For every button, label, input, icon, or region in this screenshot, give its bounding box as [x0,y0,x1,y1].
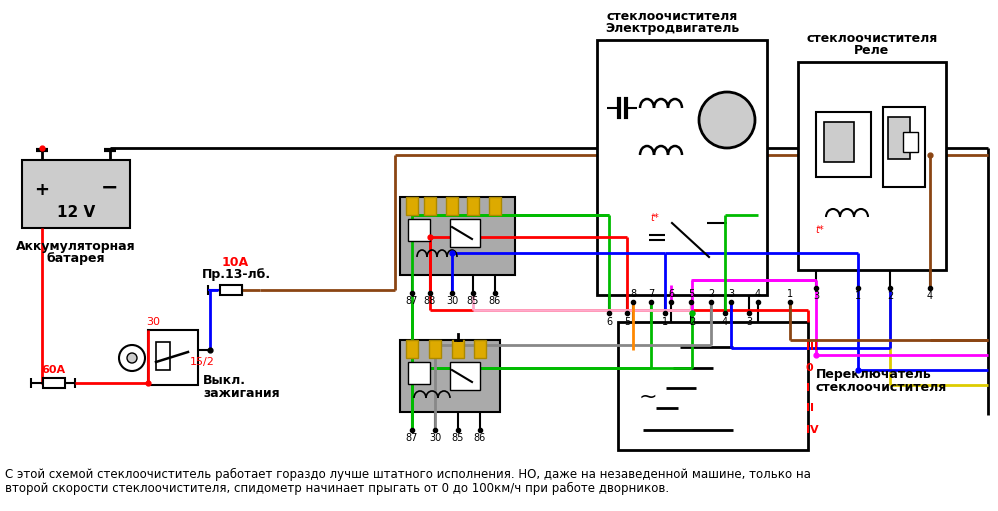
Text: t*: t* [815,225,824,235]
Text: стеклоочистителя: стеклоочистителя [816,381,947,393]
Text: 5: 5 [688,289,695,299]
Text: −: − [101,178,119,198]
Bar [408,219,430,241]
Circle shape [699,92,755,148]
Text: I: I [806,383,810,393]
Text: 60А: 60А [41,365,65,375]
Bar [450,362,480,390]
Text: III: III [806,342,818,352]
Text: 12 V: 12 V [57,204,95,220]
Text: 3: 3 [728,289,735,299]
Text: 30: 30 [429,433,441,443]
Bar [798,62,946,270]
Text: Выкл.: Выкл. [203,374,246,386]
Bar [424,197,436,215]
Text: зажигания: зажигания [203,386,279,400]
Bar [22,160,130,228]
Text: С этой схемой стеклоочиститель работает гораздо лучше штатного исполнения. НО, д: С этой схемой стеклоочиститель работает … [5,468,810,481]
Bar [489,197,501,215]
Text: второй скорости стеклоочистителя, спидометр начинает прыгать от 0 до 100км/ч при: второй скорости стеклоочистителя, спидом… [5,482,669,495]
Text: 15/2: 15/2 [190,357,215,367]
Bar [406,340,418,358]
Bar [156,342,170,370]
Text: 85: 85 [467,296,479,306]
Text: батарея: батарея [47,251,105,265]
Text: 10А: 10А [222,256,250,268]
Text: 3: 3 [746,317,752,327]
Bar [148,330,198,385]
Text: 3: 3 [813,291,819,301]
Text: Реле: Реле [854,43,889,57]
Text: ~: ~ [639,387,658,407]
Text: стеклоочистителя: стеклоочистителя [607,10,738,22]
Text: 30: 30 [446,296,458,306]
Text: 86: 86 [489,296,501,306]
Bar [450,219,480,247]
Text: Аккумуляторная: Аккумуляторная [16,240,136,252]
Bar [467,197,479,215]
Text: 7: 7 [648,289,654,299]
Text: 30: 30 [146,317,160,327]
Text: 5: 5 [624,317,630,327]
Bar [474,340,486,358]
Text: t*: t* [651,213,660,223]
Bar [883,107,925,187]
Bar [888,117,910,159]
Bar [618,322,808,450]
Bar [446,197,458,215]
Bar [220,285,242,295]
Text: +: + [35,181,50,199]
Text: 4: 4 [722,317,729,327]
Bar [903,132,918,152]
Bar [406,197,418,215]
Text: 1: 1 [787,289,793,299]
Text: 86: 86 [474,433,486,443]
Text: 88: 88 [424,296,436,306]
Text: IV: IV [806,425,818,435]
Text: 0: 0 [806,363,813,373]
Bar [400,197,515,275]
Bar [400,340,500,412]
Text: 8: 8 [630,289,636,299]
Text: Пр.13-лб.: Пр.13-лб. [202,267,271,281]
Text: 1: 1 [662,317,668,327]
Bar [408,362,430,384]
Bar [429,340,441,358]
Text: стеклоочистителя: стеклоочистителя [806,32,938,44]
Bar [597,40,767,295]
Circle shape [119,345,145,371]
Bar [43,378,65,388]
Bar [452,340,464,358]
Text: II: II [806,403,814,413]
Text: Переключатель: Переключатель [816,367,932,381]
Bar [824,122,854,162]
Text: 4: 4 [927,291,933,301]
Text: 4: 4 [754,289,761,299]
Circle shape [127,353,137,363]
Bar [816,112,871,177]
Text: 87: 87 [406,296,418,306]
Text: 2: 2 [708,289,715,299]
Text: Электродвигатель: Электродвигатель [605,21,740,35]
Text: 6: 6 [668,289,674,299]
Text: 6: 6 [606,317,612,327]
Text: 2: 2 [689,317,696,327]
Text: 87: 87 [406,433,418,443]
Text: 2: 2 [887,291,893,301]
Text: 85: 85 [452,433,464,443]
Text: 1: 1 [855,291,861,301]
